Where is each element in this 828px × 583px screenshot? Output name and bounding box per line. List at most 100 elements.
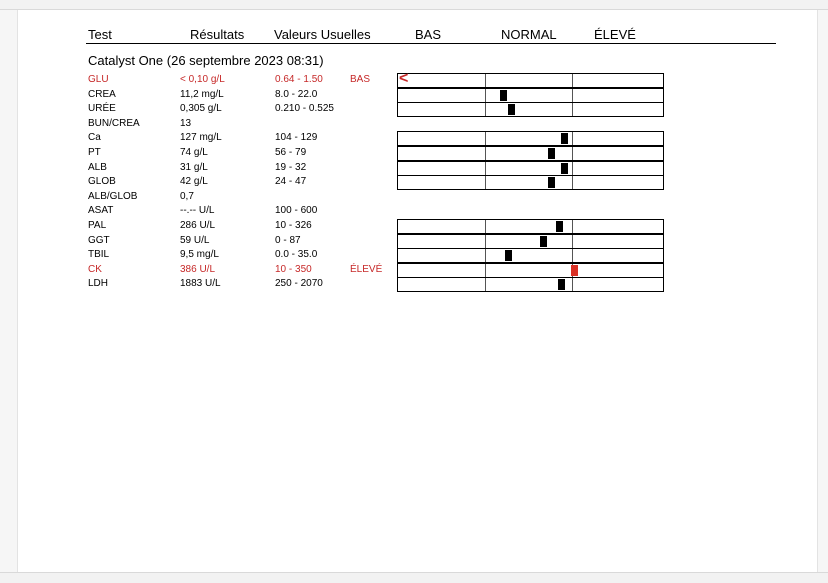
range-divider-high [572, 147, 574, 160]
table-row: Ca 127 mg/L 104 - 129 [0, 132, 828, 147]
table-row: CK 386 U/L 10 - 350 ÉLEVÉ [0, 264, 828, 279]
range-divider-low [485, 176, 487, 190]
table-row: URÉE 0,305 g/L 0.210 - 0.525 [0, 103, 828, 118]
row-reference-range: 0.0 - 35.0 [275, 249, 318, 261]
range-divider-low [485, 234, 487, 248]
row-result: 59 U/L [180, 234, 210, 246]
row-reference-range: 56 - 79 [275, 147, 307, 158]
row-test-name: TBIL [88, 249, 110, 261]
table-row: LDH 1883 U/L 250 - 2070 [0, 278, 828, 293]
range-divider-low [485, 147, 487, 160]
row-result: 0,7 [180, 190, 194, 202]
row-reference-range: 104 - 129 [275, 132, 318, 144]
range-divider-high [572, 220, 574, 233]
range-bar [397, 160, 664, 176]
row-reference-range: 10 - 350 [275, 263, 312, 275]
row-result: 11,2 mg/L [180, 88, 224, 100]
viewer-left-edge [0, 10, 18, 573]
table-row: PAL 286 U/L 10 - 326 [0, 220, 828, 235]
range-divider-high [572, 161, 574, 175]
range-divider-low [485, 278, 487, 292]
value-marker [500, 89, 508, 101]
table-row: TBIL 9,5 mg/L 0.0 - 35.0 [0, 249, 828, 264]
table-row: ASAT --.-- U/L 100 - 600 [0, 205, 828, 220]
row-test-name: GLU [88, 74, 109, 85]
range-divider-high [572, 249, 574, 263]
range-divider-high [572, 88, 574, 102]
range-bar: < [397, 70, 664, 88]
row-test-name: GLOB [88, 176, 116, 188]
range-divider-high [572, 176, 574, 190]
row-test-name: CREA [88, 88, 116, 100]
row-result: 0,305 g/L [180, 103, 222, 115]
row-result: 1883 U/L [180, 278, 221, 290]
section-title: Catalyst One (26 septembre 2023 08:31) [88, 53, 324, 68]
below-range-arrow-icon: < [399, 70, 409, 87]
row-result: 286 U/L [180, 220, 216, 231]
row-test-name: ASAT [88, 205, 114, 217]
row-result: 42 g/L [180, 176, 208, 188]
range-bar [397, 277, 664, 293]
range-divider-low [485, 103, 487, 117]
row-reference-range: 100 - 600 [275, 205, 318, 217]
table-row: GLOB 42 g/L 24 - 47 [0, 176, 828, 191]
row-flag: ÉLEVÉ [350, 263, 383, 275]
range-divider-low [485, 74, 487, 87]
range-divider-high [572, 234, 574, 248]
row-reference-range: 0 - 87 [275, 234, 301, 246]
value-marker [547, 148, 555, 159]
header-test: Test [88, 27, 112, 42]
row-reference-range: 24 - 47 [275, 176, 307, 188]
header-divider [86, 43, 776, 44]
range-divider-low [485, 249, 487, 263]
header-normal: NORMAL [501, 27, 557, 42]
table-row: ALB/GLOB 0,7 [0, 191, 828, 206]
viewer-bottom-edge [0, 572, 828, 583]
value-marker [555, 221, 563, 232]
row-reference-range: 8.0 - 22.0 [275, 88, 318, 100]
row-result: < 0,10 g/L [180, 74, 225, 85]
row-test-name: CK [88, 263, 102, 275]
row-result: 74 g/L [180, 147, 208, 158]
row-test-name: GGT [88, 234, 110, 246]
range-divider-low [485, 220, 487, 233]
row-result: 386 U/L [180, 263, 216, 275]
value-marker [505, 250, 513, 262]
value-marker [539, 235, 547, 247]
row-test-name: LDH [88, 278, 109, 290]
header-results: Résultats [190, 27, 245, 42]
range-bar [397, 146, 664, 161]
row-flag: BAS [350, 74, 371, 85]
range-divider-high [572, 74, 574, 87]
value-marker [547, 177, 555, 189]
row-result: 9,5 mg/L [180, 249, 219, 261]
row-result: --.-- U/L [180, 205, 215, 217]
value-marker [508, 104, 516, 116]
header-reference: Valeurs Usuelles [274, 27, 371, 42]
range-bar [397, 248, 664, 264]
row-reference-range: 0.210 - 0.525 [275, 103, 334, 115]
row-test-name: BUN/CREA [88, 117, 140, 129]
row-test-name: PT [88, 147, 101, 158]
range-bar [397, 131, 664, 147]
row-test-name: PAL [88, 220, 107, 231]
row-reference-range: 19 - 32 [275, 161, 307, 173]
range-bar [397, 219, 664, 234]
table-row: GGT 59 U/L 0 - 87 [0, 235, 828, 250]
value-marker [558, 279, 566, 291]
row-reference-range: 250 - 2070 [275, 278, 323, 290]
viewer-top-edge [0, 0, 828, 10]
table-row: ALB 31 g/L 19 - 32 [0, 162, 828, 177]
row-test-name: ALB [88, 161, 107, 173]
range-divider-high [572, 278, 574, 292]
range-bar [397, 262, 664, 278]
range-divider-low [485, 161, 487, 175]
value-marker [571, 264, 579, 276]
table-row: BUN/CREA 13 [0, 118, 828, 133]
row-test-name: URÉE [88, 103, 116, 115]
row-result: 13 [180, 117, 192, 129]
row-reference-range: 10 - 326 [275, 220, 312, 231]
table-row: CREA 11,2 mg/L 8.0 - 22.0 [0, 89, 828, 104]
range-divider-low [485, 263, 487, 277]
range-divider-high [572, 132, 574, 146]
